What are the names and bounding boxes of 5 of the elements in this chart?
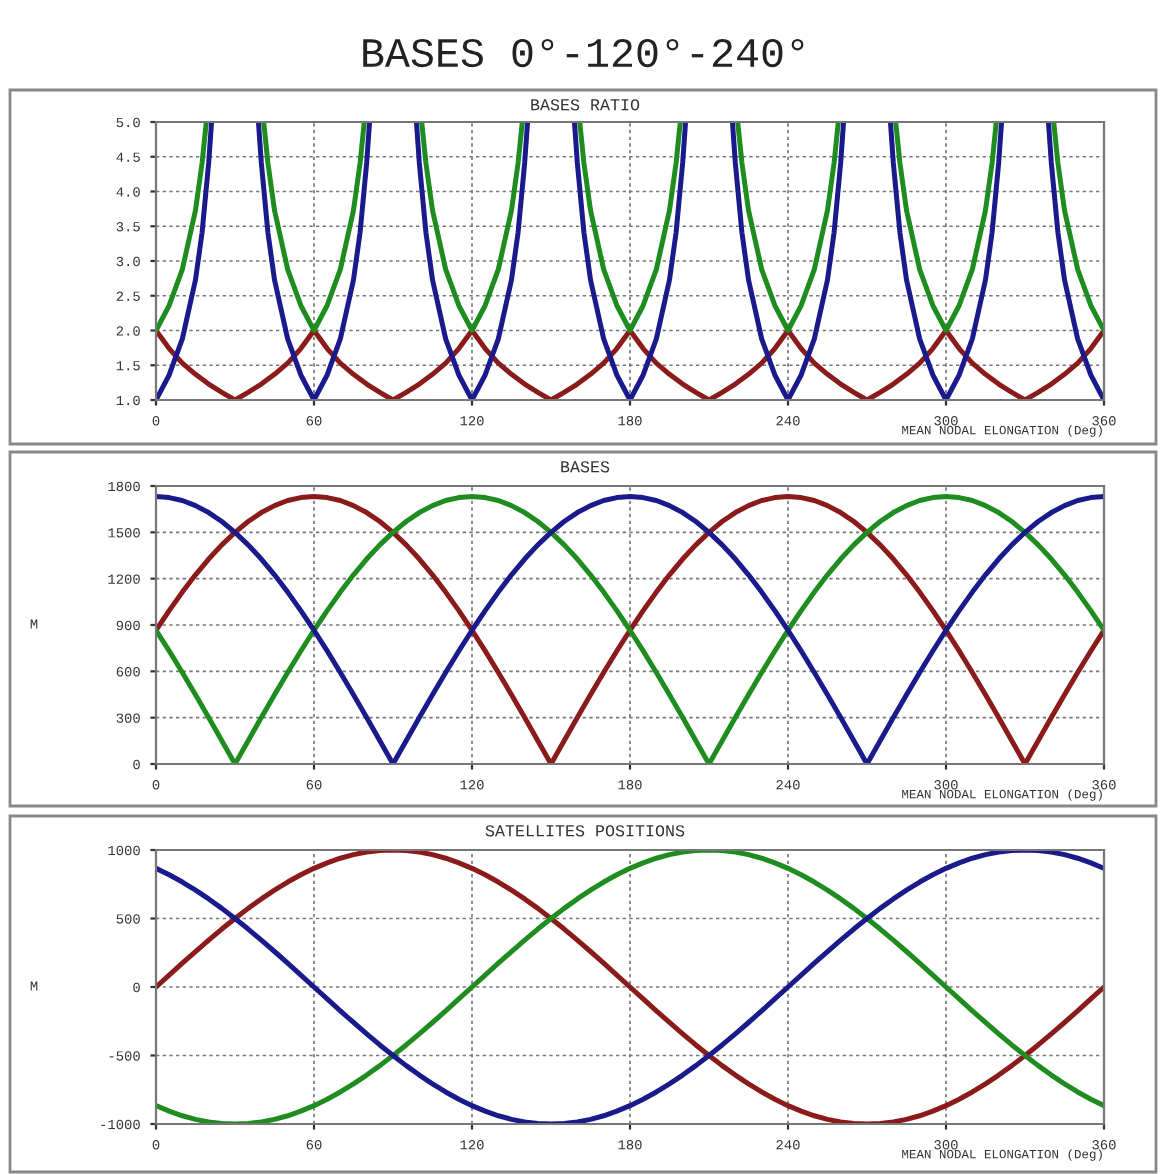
chart-subtitle: BASES (561, 461, 610, 473)
chart-subtitle: SATELLITES POSITIONS (485, 825, 685, 837)
chart-subtitle: BASES RATIO (531, 99, 640, 111)
line-series (156, 850, 1104, 1124)
chart-title: BASES 0°-120°-240° (363, 38, 804, 68)
